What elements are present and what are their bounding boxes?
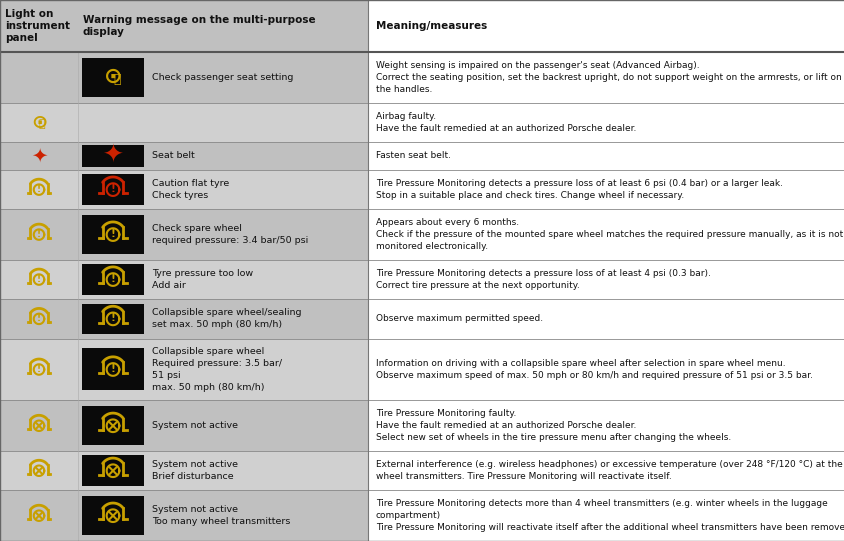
Bar	[368, 103, 844, 142]
Bar	[0, 490, 368, 541]
Text: Collapsible spare wheel
Required pressure: 3.5 bar/
51 psi
max. 50 mph (80 km/h): Collapsible spare wheel Required pressur…	[152, 347, 282, 392]
Bar	[82, 348, 143, 391]
Text: Information on driving with a collapsible spare wheel after selection in spare w: Information on driving with a collapsibl…	[376, 359, 812, 380]
Text: !: !	[111, 313, 116, 324]
Text: Weight sensing is impaired on the passenger's seat (Advanced Airbag).
Correct th: Weight sensing is impaired on the passen…	[376, 61, 841, 94]
Text: ✦: ✦	[102, 144, 123, 168]
Text: Tyre pressure too low
Add air: Tyre pressure too low Add air	[152, 269, 253, 290]
Text: Seat belt: Seat belt	[152, 151, 194, 161]
Text: Caution flat tyre
Check tyres: Caution flat tyre Check tyres	[152, 179, 229, 200]
Text: Check spare wheel
required pressure: 3.4 bar/50 psi: Check spare wheel required pressure: 3.4…	[152, 224, 308, 245]
Text: !: !	[111, 184, 116, 194]
Text: Meaning/measures: Meaning/measures	[376, 21, 487, 31]
Bar	[82, 57, 143, 97]
Text: Airbag faulty.
Have the fault remedied at an authorized Porsche dealer.: Airbag faulty. Have the fault remedied a…	[376, 112, 636, 133]
Bar	[82, 456, 143, 486]
Text: !: !	[37, 365, 41, 373]
Bar	[0, 0, 368, 52]
Bar	[0, 339, 368, 400]
Bar	[0, 103, 368, 142]
Text: Collapsible spare wheel/sealing
set max. 50 mph (80 km/h): Collapsible spare wheel/sealing set max.…	[152, 308, 301, 329]
Text: Tire Pressure Monitoring detects more than 4 wheel transmitters (e.g. winter whe: Tire Pressure Monitoring detects more th…	[376, 499, 844, 532]
Bar	[82, 406, 143, 445]
Text: ✦: ✦	[30, 147, 47, 166]
Text: Tire Pressure Monitoring faulty.
Have the fault remedied at an authorized Porsch: Tire Pressure Monitoring faulty. Have th…	[376, 410, 730, 442]
Text: Tire Pressure Monitoring detects a pressure loss of at least 4 psi (0.3 bar).
Co: Tire Pressure Monitoring detects a press…	[376, 269, 710, 290]
Text: External interference (e.g. wireless headphones) or excessive temperature (over : External interference (e.g. wireless hea…	[376, 460, 841, 481]
Bar	[368, 142, 844, 170]
Bar	[82, 145, 143, 167]
Bar	[368, 400, 844, 451]
Bar	[0, 451, 368, 490]
Text: !: !	[37, 229, 41, 239]
Bar	[368, 260, 844, 299]
Text: Warning message on the multi-purpose
display: Warning message on the multi-purpose dis…	[83, 15, 316, 37]
Bar	[368, 490, 844, 541]
Text: System not active: System not active	[152, 421, 238, 430]
Bar	[0, 299, 368, 339]
Text: Observe maximum permitted speed.: Observe maximum permitted speed.	[376, 314, 543, 324]
Bar	[0, 142, 368, 170]
Text: !: !	[111, 229, 116, 239]
Text: !: !	[37, 314, 41, 323]
Bar	[368, 299, 844, 339]
Bar	[0, 209, 368, 260]
Bar	[368, 52, 844, 103]
Text: Tire Pressure Monitoring detects a pressure loss of at least 6 psi (0.4 bar) or : Tire Pressure Monitoring detects a press…	[376, 179, 782, 200]
Text: ⊙: ⊙	[30, 113, 47, 132]
Bar	[82, 174, 143, 205]
Text: !: !	[37, 275, 41, 283]
Text: Check passenger seat setting: Check passenger seat setting	[152, 73, 293, 82]
Bar	[0, 52, 368, 103]
Bar	[368, 451, 844, 490]
Text: Light on
instrument
panel: Light on instrument panel	[5, 9, 70, 43]
Bar	[368, 170, 844, 209]
Bar	[0, 170, 368, 209]
Bar	[368, 0, 844, 52]
Text: System not active
Brief disturbance: System not active Brief disturbance	[152, 460, 238, 481]
Text: Fasten seat belt.: Fasten seat belt.	[376, 151, 451, 161]
Text: ⊙: ⊙	[104, 67, 122, 87]
Bar	[82, 264, 143, 295]
Bar	[0, 260, 368, 299]
Text: 🧍: 🧍	[113, 73, 121, 86]
Text: Appears about every 6 months.
Check if the pressure of the mounted spare wheel m: Appears about every 6 months. Check if t…	[376, 218, 842, 251]
Bar	[82, 496, 143, 536]
Bar	[82, 215, 143, 254]
Text: !: !	[37, 184, 41, 194]
Bar	[82, 304, 143, 334]
Bar	[368, 209, 844, 260]
Text: !: !	[111, 274, 116, 284]
Text: !: !	[111, 364, 116, 374]
Text: System not active
Too many wheel transmitters: System not active Too many wheel transmi…	[152, 505, 290, 526]
Bar	[0, 400, 368, 451]
Text: 🧍: 🧍	[39, 119, 46, 129]
Bar	[368, 339, 844, 400]
